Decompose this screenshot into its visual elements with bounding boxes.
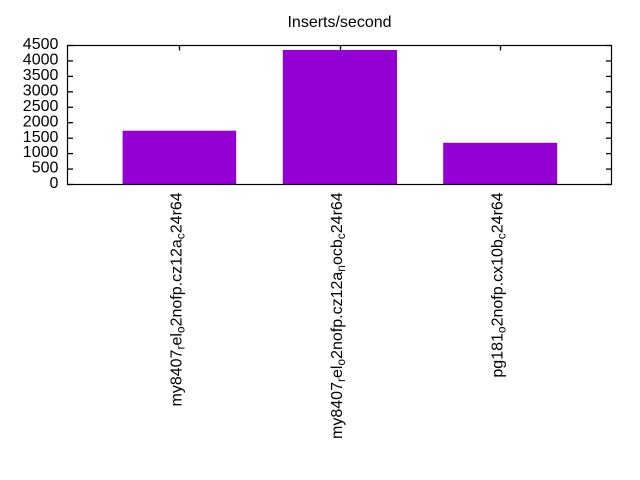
svg-text:my8407relo2nofp.cz12ac24r64: my8407relo2nofp.cz12ac24r64 [169, 192, 188, 406]
svg-text:Inserts/second: Inserts/second [287, 14, 391, 31]
svg-text:3500: 3500 [23, 67, 59, 84]
svg-text:4000: 4000 [23, 52, 59, 69]
svg-text:1000: 1000 [23, 144, 59, 161]
svg-text:1500: 1500 [23, 129, 59, 146]
svg-text:pg181o2nofp.cx10bc24r64: pg181o2nofp.cx10bc24r64 [489, 192, 508, 377]
svg-text:4500: 4500 [23, 36, 59, 53]
svg-text:2500: 2500 [23, 98, 59, 115]
svg-text:0: 0 [49, 175, 58, 192]
svg-text:my8407relo2nofp.cz12anocbc24r6: my8407relo2nofp.cz12anocbc24r64 [329, 192, 348, 439]
svg-text:500: 500 [32, 160, 59, 177]
svg-text:3000: 3000 [23, 82, 59, 99]
svg-text:2000: 2000 [23, 113, 59, 130]
